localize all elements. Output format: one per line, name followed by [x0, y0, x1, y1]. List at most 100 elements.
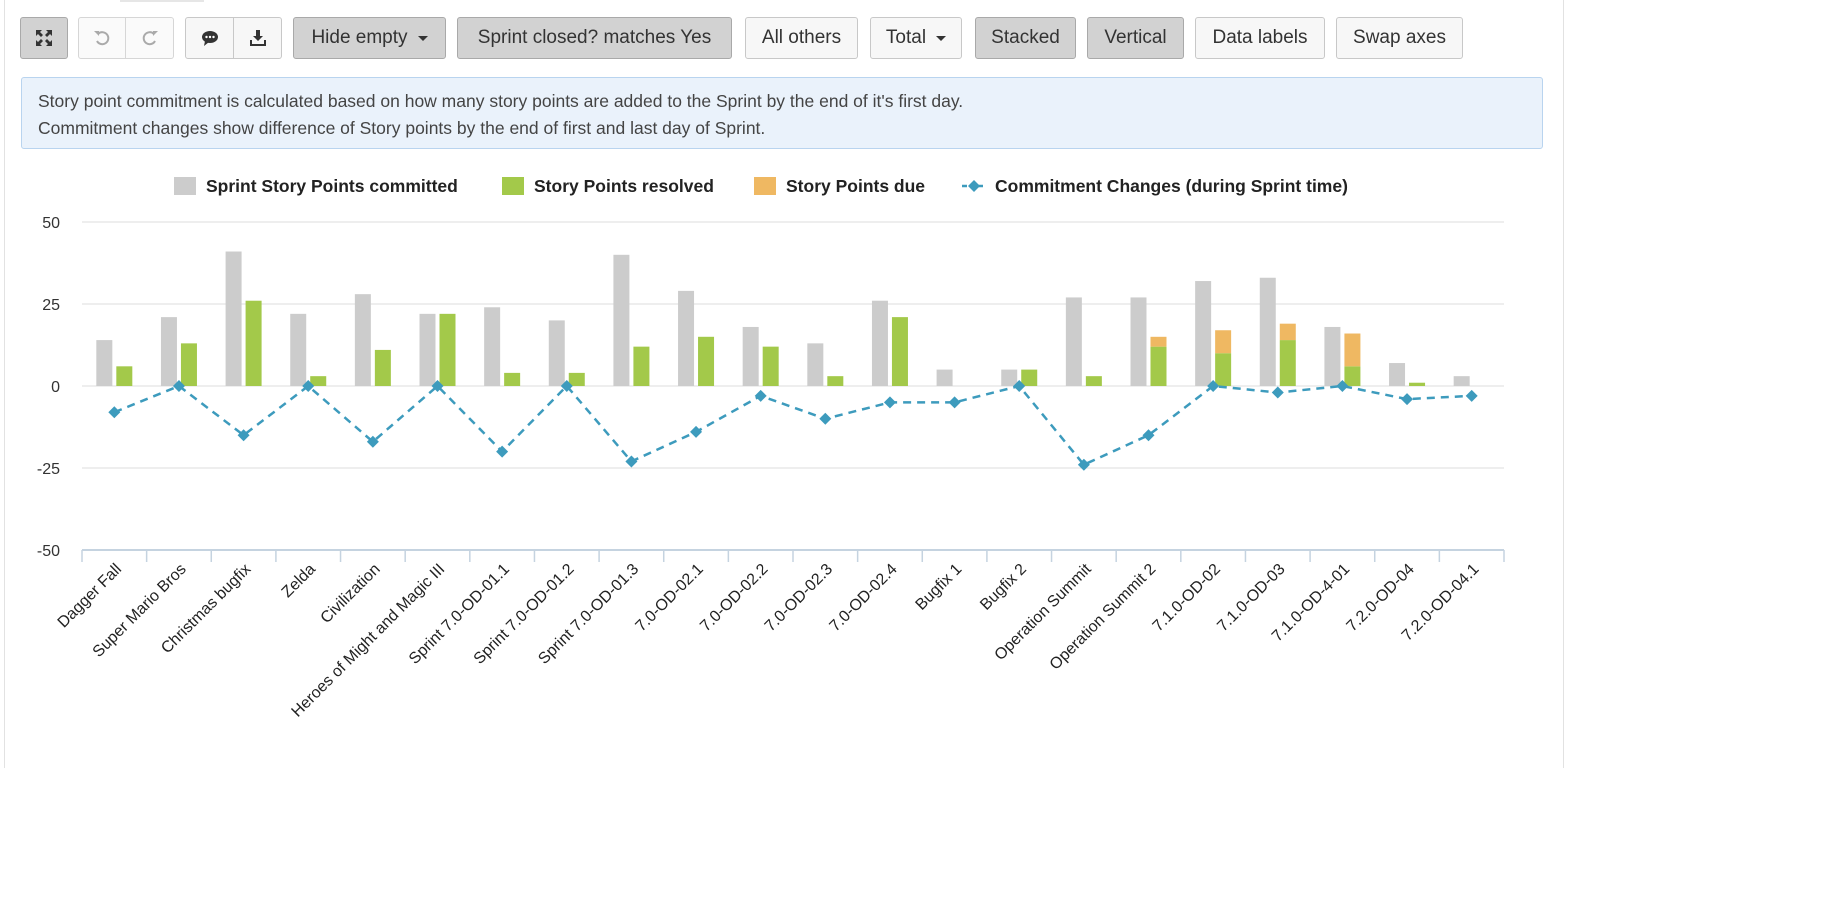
bar-resolved — [633, 346, 650, 386]
chart-bars — [96, 251, 1470, 386]
commitment-point — [560, 380, 573, 392]
bar-resolved — [1409, 382, 1426, 386]
legend-swatch — [754, 177, 776, 195]
vertical-label: Vertical — [1104, 27, 1167, 48]
bar-resolved — [1344, 366, 1361, 386]
commitment-point — [1465, 389, 1478, 402]
total-dropdown[interactable]: Total — [870, 17, 962, 59]
commitment-point — [754, 389, 767, 402]
expand-icon — [36, 30, 52, 46]
undo-button[interactable] — [78, 17, 126, 59]
bar-resolved — [1085, 376, 1102, 386]
bar-resolved — [245, 300, 262, 386]
commitment-point — [366, 435, 379, 448]
all-others-label: All others — [761, 27, 842, 48]
x-tick-label-7-0-od-02-3: 7.0-OD-02.3 — [762, 561, 836, 635]
bar-resolved — [762, 346, 779, 386]
x-tick-label-7-0-od-02-2: 7.0-OD-02.2 — [697, 561, 771, 635]
bar-resolved — [827, 376, 844, 386]
bar-committed — [548, 320, 565, 386]
x-tick-label-zelda: Zelda — [279, 561, 319, 601]
all-others-button[interactable]: All others — [745, 17, 858, 59]
download-icon — [249, 30, 266, 46]
filter-label: Sprint closed? matches Yes — [477, 27, 712, 48]
hide-empty-dropdown[interactable]: Hide empty — [293, 17, 446, 59]
info-line-2: Commitment changes show difference of St… — [38, 118, 766, 138]
tab-notch — [120, 0, 204, 2]
y-tick-label: 50 — [42, 215, 60, 232]
bar-committed — [225, 251, 242, 386]
y-tick-label: -50 — [37, 543, 60, 560]
commitment-point — [431, 380, 444, 392]
bar-resolved — [891, 317, 908, 386]
legend-marker — [968, 180, 980, 192]
bar-committed — [1130, 297, 1147, 386]
x-tick-label-7-0-od-02-4: 7.0-OD-02.4 — [827, 561, 901, 635]
commitment-point — [948, 396, 961, 409]
bar-due — [1215, 330, 1232, 354]
bar-due — [1150, 336, 1167, 347]
swap-axes-label: Swap axes — [1353, 27, 1446, 48]
commitment-point — [690, 425, 703, 438]
total-label: Total — [885, 27, 927, 48]
stacked-toggle[interactable]: Stacked — [975, 17, 1076, 59]
bar-committed — [354, 294, 371, 386]
bar-resolved — [568, 372, 585, 386]
download-button[interactable] — [234, 17, 282, 59]
legend-label-story-points-due: Story Points due — [786, 176, 925, 196]
comment-button[interactable] — [185, 17, 234, 59]
bar-committed — [742, 326, 759, 386]
bar-committed — [290, 313, 307, 386]
bar-committed — [807, 343, 824, 386]
bar-committed — [678, 290, 695, 386]
bar-due — [1344, 333, 1361, 367]
bar-committed — [871, 300, 888, 386]
commitment-point — [302, 380, 315, 392]
bar-resolved — [1021, 369, 1038, 386]
bar-committed — [160, 317, 177, 386]
vertical-toggle[interactable]: Vertical — [1087, 17, 1184, 59]
caret-down-icon — [936, 35, 947, 41]
comment-icon — [201, 31, 218, 46]
bar-committed — [1259, 277, 1276, 386]
bar-committed — [613, 254, 630, 386]
stacked-label: Stacked — [991, 27, 1060, 48]
commitment-point — [1401, 393, 1414, 406]
y-tick-label: -25 — [37, 461, 60, 478]
hide-empty-label: Hide empty — [311, 27, 408, 48]
commitment-point — [625, 455, 638, 468]
commitment-point — [1013, 380, 1026, 392]
data-labels-toggle[interactable]: Data labels — [1195, 17, 1325, 59]
report-frame — [4, 0, 1564, 768]
bar-committed — [419, 313, 436, 386]
bar-resolved — [180, 343, 197, 386]
bar-resolved — [504, 372, 521, 386]
bar-resolved — [374, 349, 391, 386]
fullscreen-button[interactable] — [20, 17, 68, 59]
commitment-point — [1142, 429, 1155, 442]
bar-committed — [1453, 376, 1470, 386]
bar-committed — [936, 369, 953, 386]
commitment-point — [237, 429, 250, 442]
commitment-point — [172, 380, 185, 392]
y-axis: 50 25 0 -25 -50 — [37, 215, 60, 560]
legend-label-story-points-resolved: Story Points resolved — [534, 176, 714, 196]
bar-resolved — [1279, 340, 1296, 386]
x-tick-label-7-0-od-02-1: 7.0-OD-02.1 — [633, 561, 707, 635]
bar-committed — [96, 340, 113, 386]
legend-swatch — [174, 177, 196, 195]
commitment-point — [1077, 458, 1090, 471]
bar-committed — [1001, 369, 1018, 386]
redo-button[interactable] — [126, 17, 174, 59]
sprint-closed-filter-button[interactable]: Sprint closed? matches Yes — [457, 17, 732, 59]
y-tick-label: 25 — [42, 297, 60, 314]
legend-label-sprint-story-points-committed: Sprint Story Points committed — [206, 176, 458, 196]
bar-committed — [1195, 281, 1212, 386]
bar-resolved — [1215, 353, 1232, 386]
undo-icon — [94, 31, 110, 46]
commitment-point — [1336, 380, 1349, 392]
x-tick-label-civilization: Civilization — [318, 561, 384, 627]
swap-axes-button[interactable]: Swap axes — [1336, 17, 1463, 59]
info-line-1: Story point commitment is calculated bas… — [38, 91, 964, 111]
